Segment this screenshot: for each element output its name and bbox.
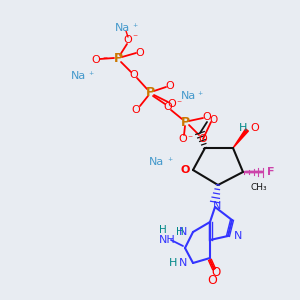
Text: O: O bbox=[136, 48, 144, 58]
Text: O: O bbox=[124, 35, 132, 45]
Text: ⁻: ⁻ bbox=[132, 33, 138, 43]
Text: ⁻: ⁻ bbox=[188, 134, 193, 144]
Text: O: O bbox=[207, 274, 217, 286]
Text: O: O bbox=[202, 112, 211, 122]
Text: ⁺: ⁺ bbox=[197, 91, 202, 101]
Text: N: N bbox=[179, 258, 187, 268]
Text: O: O bbox=[209, 115, 217, 125]
Text: O: O bbox=[178, 134, 188, 144]
Text: Na: Na bbox=[70, 71, 86, 81]
Text: O: O bbox=[180, 165, 190, 175]
Text: O: O bbox=[166, 81, 174, 91]
Text: CH₃: CH₃ bbox=[251, 184, 267, 193]
Text: ⁻: ⁻ bbox=[176, 99, 181, 109]
Text: NH: NH bbox=[159, 235, 176, 245]
Text: ⁺: ⁺ bbox=[88, 71, 94, 81]
Text: Na: Na bbox=[149, 157, 165, 167]
Text: O: O bbox=[199, 134, 207, 144]
Text: O: O bbox=[250, 123, 260, 133]
Text: ⁺: ⁺ bbox=[132, 23, 138, 33]
Text: O: O bbox=[168, 99, 176, 109]
Text: H: H bbox=[169, 258, 177, 268]
Text: Na: Na bbox=[180, 91, 196, 101]
Text: O: O bbox=[92, 55, 100, 65]
Text: P: P bbox=[180, 116, 190, 128]
Text: N: N bbox=[234, 231, 242, 241]
Text: H: H bbox=[239, 123, 247, 133]
Text: Na: Na bbox=[116, 23, 130, 33]
Text: O: O bbox=[130, 70, 138, 80]
Text: H: H bbox=[176, 227, 184, 237]
Text: H: H bbox=[159, 225, 167, 235]
Text: O: O bbox=[164, 102, 172, 112]
Text: F: F bbox=[267, 167, 275, 177]
Text: O: O bbox=[212, 266, 220, 278]
Text: P: P bbox=[146, 85, 154, 98]
Text: ⁺: ⁺ bbox=[167, 157, 172, 167]
Text: N: N bbox=[213, 201, 221, 211]
Text: P: P bbox=[113, 52, 123, 64]
Text: O: O bbox=[132, 105, 140, 115]
Text: N: N bbox=[179, 227, 187, 237]
Polygon shape bbox=[233, 129, 248, 148]
Text: ⁻: ⁻ bbox=[102, 55, 108, 65]
